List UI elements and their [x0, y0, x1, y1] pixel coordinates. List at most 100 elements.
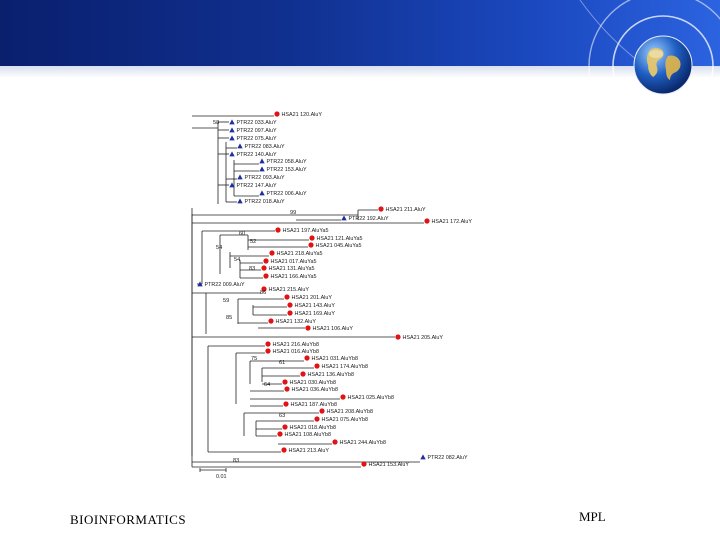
- leaf-marker-human: [277, 431, 283, 437]
- leaf-label: HSA21 036.AluYb8: [292, 387, 338, 393]
- scale-bar-label: 0.01: [216, 474, 227, 480]
- bootstrap-value: 83: [233, 458, 239, 464]
- leaf-label: HSA21 201.AluY: [292, 295, 333, 301]
- leaf-label: PTR22 192.AluY: [349, 216, 390, 222]
- leaf-marker-human: [319, 408, 325, 414]
- leaf-label: HSA21 187.AluYb8: [291, 402, 337, 408]
- leaf-marker-human: [263, 258, 269, 264]
- bootstrap-value: 60: [239, 231, 245, 237]
- leaf-label: HSA21 018.AluYb8: [290, 425, 336, 431]
- leaf-marker-chimp: [259, 158, 265, 164]
- footer-left-label: BIOINFORMATICS: [70, 512, 187, 527]
- leaf-label: HSA21 045.AluYa5: [316, 243, 362, 249]
- leaf-marker-human: [309, 235, 315, 241]
- leaf-marker-human: [283, 401, 289, 407]
- leaf-marker-chimp: [259, 166, 265, 172]
- leaf-marker-chimp: [229, 151, 235, 157]
- bootstrap-value: 75: [251, 356, 257, 362]
- leaf-marker-human: [314, 416, 320, 422]
- leaf-label: PTR22 058.AluY: [267, 159, 308, 165]
- leaf-marker-chimp: [197, 281, 203, 287]
- leaf-marker-human: [269, 250, 275, 256]
- leaf-label: HSA21 108.AluYb8: [285, 432, 331, 438]
- banner-shadow: [0, 66, 720, 78]
- leaf-marker-human: [424, 218, 430, 224]
- leaf-label: PTR22 009.AluY: [205, 282, 246, 288]
- leaf-label: HSA21 174.AluYb8: [322, 364, 368, 370]
- leaf-marker-chimp: [229, 135, 235, 141]
- title-banner: [0, 0, 720, 66]
- leaf-marker-human: [304, 355, 310, 361]
- bootstrap-value: 58: [213, 120, 219, 126]
- leaf-label: HSA21 120.AluY: [282, 112, 323, 118]
- leaf-label: HSA21 153.AluY: [369, 462, 410, 468]
- leaf-label: PTR22 075.AluY: [237, 136, 278, 142]
- leaf-label: HSA21 172.AluY: [432, 219, 473, 225]
- leaf-marker-human: [284, 294, 290, 300]
- leaf-marker-chimp: [237, 174, 243, 180]
- leaf-label: HSA21 017.AluYa5: [271, 259, 317, 265]
- leaf-marker-human: [268, 318, 274, 324]
- leaf-marker-chimp: [229, 182, 235, 188]
- bootstrap-value: 54: [234, 257, 240, 263]
- bootstrap-value: 59: [223, 298, 229, 304]
- leaf-marker-human: [378, 206, 384, 212]
- leaf-label: PTR22 082.AluY: [428, 455, 469, 461]
- bootstrap-value: 61: [279, 360, 285, 366]
- leaf-marker-human: [395, 334, 401, 340]
- leaf-label: PTR22 147.AluY: [237, 183, 278, 189]
- leaf-label: HSA21 205.AluY: [403, 335, 444, 341]
- leaf-marker-human: [282, 424, 288, 430]
- leaf-marker-human: [305, 325, 311, 331]
- leaf-marker-human: [281, 447, 287, 453]
- leaf-label: HSA21 143.AluY: [295, 303, 336, 309]
- bootstrap-value: 85: [226, 315, 232, 321]
- leaf-marker-chimp: [229, 127, 235, 133]
- leaf-label: HSA21 132.AluY: [276, 319, 317, 325]
- leaf-label: PTR22 153.AluY: [267, 167, 308, 173]
- bootstrap-value: 83: [249, 266, 255, 272]
- leaf-label: HSA21 244.AluYb8: [340, 440, 386, 446]
- leaf-marker-chimp: [229, 119, 235, 125]
- leaf-label: PTR22 006.AluY: [267, 191, 308, 197]
- leaf-marker-human: [287, 302, 293, 308]
- leaf-marker-human: [274, 111, 280, 117]
- leaf-label: HSA21 211.AluY: [386, 207, 426, 213]
- leaf-marker-human: [308, 242, 314, 248]
- leaf-label: HSA21 216.AluYb8: [273, 342, 319, 348]
- footer-right-label: MPL: [579, 509, 606, 524]
- leaf-marker-chimp: [237, 198, 243, 204]
- leaf-marker-human: [265, 348, 271, 354]
- leaf-marker-human: [261, 265, 267, 271]
- leaf-marker-human: [314, 363, 320, 369]
- leaf-label: PTR22 140.AluY: [237, 152, 278, 158]
- leaf-label: HSA21 215.AluY: [269, 287, 310, 293]
- leaf-marker-human: [282, 379, 288, 385]
- leaf-label: HSA21 030.AluYb8: [290, 380, 336, 386]
- leaf-label: HSA21 169.AluY: [295, 311, 336, 317]
- leaf-marker-human: [361, 461, 367, 467]
- bootstrap-value: 86: [260, 290, 266, 296]
- leaf-marker-chimp: [259, 190, 265, 196]
- leaf-label: HSA21 031.AluYb8: [312, 356, 358, 362]
- leaf-label: PTR22 097.AluY: [237, 128, 278, 134]
- bootstrap-value: 99: [290, 210, 296, 216]
- leaf-marker-human: [275, 227, 281, 233]
- leaf-label: HSA21 106.AluY: [313, 326, 354, 332]
- leaf-label: HSA21 121.AluYa5: [317, 236, 363, 242]
- leaf-marker-human: [261, 286, 267, 292]
- leaf-label: HSA21 166.AluYa5: [271, 274, 317, 280]
- bootstrap-value: 54: [216, 245, 222, 251]
- leaf-label: HSA21 131.AluYa5: [269, 266, 315, 272]
- leaf-label: HSA21 197.AluYa5: [283, 228, 329, 234]
- leaf-label: PTR22 083.AluY: [245, 144, 286, 150]
- leaf-label: HSA21 025.AluYb8: [348, 395, 394, 401]
- leaf-marker-human: [332, 439, 338, 445]
- bootstrap-value: 64: [264, 382, 270, 388]
- leaf-label: HSA21 075.AluYb8: [322, 417, 368, 423]
- leaf-marker-human: [284, 386, 290, 392]
- globe-icon: [633, 35, 693, 95]
- bootstrap-value: 52: [250, 239, 256, 245]
- leaf-marker-human: [340, 394, 346, 400]
- leaf-label: PTR22 018.AluY: [245, 199, 286, 205]
